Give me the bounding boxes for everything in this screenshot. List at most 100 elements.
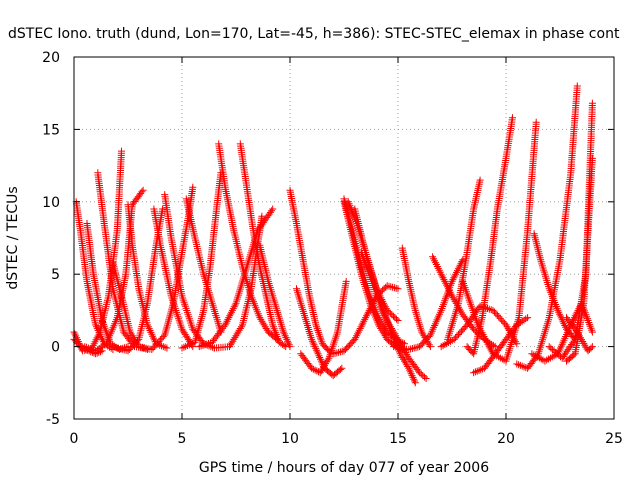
data-point [286, 343, 294, 351]
data-point [515, 361, 523, 369]
data-point [522, 364, 530, 372]
data-point [84, 344, 92, 352]
data-point [458, 258, 466, 265]
data-point [391, 330, 399, 338]
data-point [152, 341, 160, 349]
data-point [455, 331, 462, 338]
data-point [149, 344, 157, 352]
data-point [426, 343, 434, 351]
data-point [126, 328, 134, 336]
data-point [477, 366, 485, 374]
data-point [351, 335, 359, 343]
data-point [522, 315, 530, 323]
data-point [411, 377, 418, 385]
chart-title: dSTEC Iono. truth (dund, Lon=170, Lat=-4… [8, 26, 620, 42]
data-point [409, 373, 417, 381]
data-point [318, 365, 326, 373]
data-point [225, 314, 233, 322]
data-point [509, 114, 516, 122]
data-point [452, 334, 460, 342]
data-point [532, 118, 540, 126]
y-tick-label: 15 [42, 122, 60, 138]
data-point [313, 346, 320, 354]
data-point [229, 305, 237, 313]
data-point [189, 183, 197, 191]
data-point [388, 311, 396, 319]
data-point [495, 353, 503, 361]
data-point [380, 330, 388, 338]
data-point [382, 313, 390, 321]
data-point [389, 326, 397, 334]
data-point [377, 302, 385, 310]
data-point [491, 308, 498, 316]
x-tick-label: 10 [281, 431, 299, 447]
data-point [316, 369, 324, 377]
data-point [280, 342, 288, 349]
data-point [282, 334, 290, 342]
data-point [404, 363, 412, 370]
data-point [450, 274, 458, 282]
data-point [431, 322, 439, 329]
data-point [226, 343, 233, 351]
data-point [336, 366, 344, 373]
data-point [93, 346, 101, 354]
data-point [134, 337, 141, 345]
data-point [226, 312, 234, 320]
data-point [503, 323, 511, 331]
data-point [449, 276, 457, 284]
data-point [390, 328, 398, 336]
data-point [86, 345, 94, 353]
data-point [151, 342, 159, 350]
data-point [361, 315, 369, 323]
data-point [187, 340, 195, 348]
data-point [381, 301, 388, 309]
data-point [377, 288, 385, 296]
data-point [459, 326, 467, 334]
data-point [342, 277, 350, 285]
data-point [317, 355, 324, 363]
data-point [313, 348, 321, 356]
data-point [224, 315, 232, 323]
data-series [390, 256, 467, 353]
data-point [233, 330, 241, 338]
data-point [537, 355, 545, 363]
data-point [386, 309, 394, 317]
data-point [364, 308, 372, 316]
data-point [513, 340, 521, 348]
y-tick-label: 5 [51, 267, 60, 283]
data-point [586, 346, 593, 353]
data-point [513, 360, 521, 368]
data-point [476, 302, 484, 310]
data-point [388, 325, 395, 332]
y-tick-label: 20 [42, 50, 60, 66]
data-point [309, 365, 317, 373]
data-point [231, 301, 239, 309]
data-point [311, 343, 319, 351]
data-point [221, 321, 229, 329]
data-point [365, 306, 373, 314]
data-point [268, 207, 276, 215]
data-point [228, 308, 235, 316]
data-point [439, 342, 447, 350]
data-point [391, 314, 399, 322]
data-point [161, 343, 169, 351]
data-point [444, 283, 451, 291]
data-point [309, 339, 317, 347]
data-point [524, 314, 532, 322]
data-point [375, 314, 383, 322]
data-point [316, 354, 324, 361]
data-point [158, 334, 166, 342]
x-axis-title: GPS time / hours of day 077 of year 2006 [199, 460, 489, 476]
data-point [284, 337, 292, 345]
data-point [588, 154, 596, 162]
data-point [491, 351, 499, 359]
data-point [394, 285, 402, 293]
data-point [230, 335, 238, 343]
data-point [315, 352, 323, 360]
data-point [437, 270, 445, 278]
data-point [379, 321, 387, 329]
x-tick-label: 15 [389, 431, 407, 447]
data-point [97, 343, 105, 351]
data-point [195, 343, 203, 351]
